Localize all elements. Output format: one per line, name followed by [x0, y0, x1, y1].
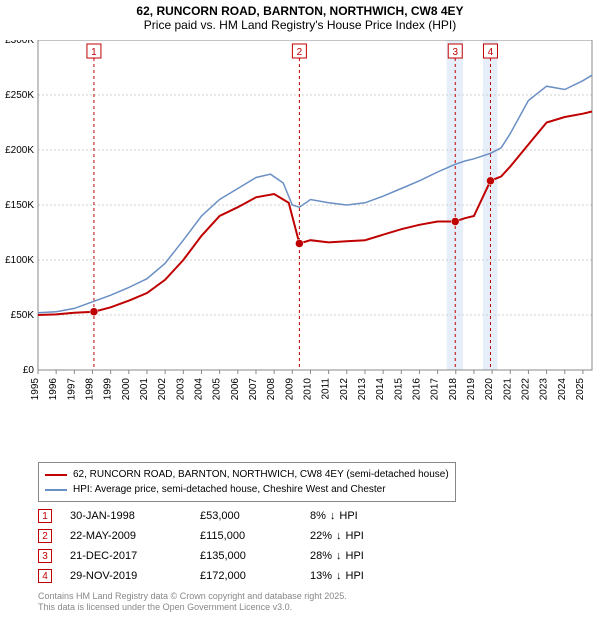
svg-text:2023: 2023: [539, 378, 550, 401]
svg-text:2015: 2015: [393, 378, 404, 401]
license-line-2: This data is licensed under the Open Gov…: [38, 602, 347, 614]
svg-text:2019: 2019: [466, 378, 477, 401]
legend: 62, RUNCORN ROAD, BARNTON, NORTHWICH, CW…: [38, 462, 456, 502]
svg-text:£100K: £100K: [5, 255, 34, 266]
sale-marker-box: 2: [38, 529, 52, 543]
svg-text:2005: 2005: [212, 378, 223, 401]
svg-text:2022: 2022: [520, 378, 531, 401]
svg-text:£150K: £150K: [5, 200, 34, 211]
sale-price: £172,000: [200, 570, 310, 582]
svg-text:1: 1: [91, 47, 97, 58]
sale-price: £53,000: [200, 510, 310, 522]
svg-text:1999: 1999: [103, 378, 114, 401]
sale-date: 29-NOV-2019: [70, 570, 200, 582]
license-text: Contains HM Land Registry data © Crown c…: [38, 591, 347, 614]
svg-text:2000: 2000: [121, 378, 132, 401]
sale-price: £115,000: [200, 530, 310, 542]
legend-row-blue: HPI: Average price, semi-detached house,…: [45, 482, 449, 497]
svg-text:2010: 2010: [302, 378, 313, 401]
svg-text:2006: 2006: [230, 378, 241, 401]
chart-subtitle: Price paid vs. HM Land Registry's House …: [0, 18, 600, 38]
svg-text:2012: 2012: [339, 378, 350, 401]
svg-text:2: 2: [297, 47, 303, 58]
svg-text:2008: 2008: [266, 378, 277, 401]
sale-row: 1 30-JAN-1998£53,0008% ↓ HPI: [38, 506, 410, 526]
svg-text:1996: 1996: [48, 378, 59, 401]
svg-text:£300K: £300K: [5, 40, 34, 46]
sale-row: 2 22-MAY-2009£115,00022% ↓ HPI: [38, 526, 410, 546]
sale-marker-box: 4: [38, 569, 52, 583]
svg-text:2025: 2025: [575, 378, 586, 401]
svg-text:2016: 2016: [411, 378, 422, 401]
sales-table: 130-JAN-1998£53,0008% ↓ HPI222-MAY-2009£…: [38, 506, 410, 586]
svg-text:2014: 2014: [375, 378, 386, 401]
legend-label-blue: HPI: Average price, semi-detached house,…: [73, 482, 386, 497]
svg-text:2002: 2002: [157, 378, 168, 401]
arrow-down-icon: ↓: [336, 550, 342, 562]
sale-marker-box: 1: [38, 509, 52, 523]
arrow-down-icon: ↓: [336, 570, 342, 582]
chart-svg: £0 £50K £100K £150K £200K £250K £300K 1995 1996 1…: [0, 40, 600, 420]
arrow-down-icon: ↓: [330, 510, 336, 522]
svg-text:3: 3: [452, 47, 458, 58]
svg-text:2017: 2017: [430, 378, 441, 401]
svg-text:2024: 2024: [557, 378, 568, 401]
svg-text:2013: 2013: [357, 378, 368, 401]
sale-diff: 13% ↓ HPI: [310, 570, 410, 582]
svg-text:£250K: £250K: [5, 90, 34, 101]
svg-text:£50K: £50K: [11, 310, 35, 321]
sale-diff: 22% ↓ HPI: [310, 530, 410, 542]
svg-text:2001: 2001: [139, 378, 150, 401]
sale-diff: 28% ↓ HPI: [310, 550, 410, 562]
svg-text:2003: 2003: [175, 378, 186, 401]
svg-text:4: 4: [488, 47, 494, 58]
svg-text:2007: 2007: [248, 378, 259, 401]
legend-row-red: 62, RUNCORN ROAD, BARNTON, NORTHWICH, CW…: [45, 467, 449, 482]
legend-swatch-red: [45, 474, 67, 476]
sale-date: 21-DEC-2017: [70, 550, 200, 562]
svg-text:2021: 2021: [502, 378, 513, 401]
sale-date: 30-JAN-1998: [70, 510, 200, 522]
svg-text:2020: 2020: [484, 378, 495, 401]
arrow-down-icon: ↓: [336, 530, 342, 542]
svg-text:2004: 2004: [193, 378, 204, 401]
sale-date: 22-MAY-2009: [70, 530, 200, 542]
license-line-1: Contains HM Land Registry data © Crown c…: [38, 591, 347, 603]
svg-text:2011: 2011: [321, 378, 332, 400]
svg-text:£200K: £200K: [5, 145, 34, 156]
sale-marker-box: 3: [38, 549, 52, 563]
sale-diff: 8% ↓ HPI: [310, 510, 410, 522]
sale-price: £135,000: [200, 550, 310, 562]
legend-label-red: 62, RUNCORN ROAD, BARNTON, NORTHWICH, CW…: [73, 467, 449, 482]
svg-text:£0: £0: [23, 365, 35, 376]
svg-text:1997: 1997: [66, 378, 77, 401]
svg-text:1998: 1998: [84, 378, 95, 401]
chart-title: 62, RUNCORN ROAD, BARNTON, NORTHWICH, CW…: [0, 0, 600, 18]
svg-text:2018: 2018: [448, 378, 459, 401]
sale-row: 3 21-DEC-2017£135,00028% ↓ HPI: [38, 546, 410, 566]
svg-text:2009: 2009: [284, 378, 295, 401]
svg-text:1995: 1995: [30, 378, 41, 401]
legend-swatch-blue: [45, 489, 67, 491]
sale-row: 4 29-NOV-2019£172,00013% ↓ HPI: [38, 566, 410, 586]
chart-area: £0 £50K £100K £150K £200K £250K £300K 1995 1996 1…: [0, 40, 600, 420]
